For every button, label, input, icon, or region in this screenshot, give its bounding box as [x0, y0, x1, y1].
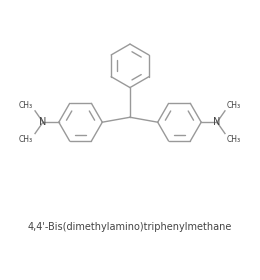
Text: CH₃: CH₃: [227, 134, 241, 144]
Text: N: N: [213, 117, 221, 127]
Text: CH₃: CH₃: [19, 101, 33, 110]
Text: N: N: [39, 117, 47, 127]
Text: 4,4'-Bis(dimethylamino)triphenylmethane: 4,4'-Bis(dimethylamino)triphenylmethane: [28, 222, 232, 232]
Text: CH₃: CH₃: [19, 134, 33, 144]
Text: CH₃: CH₃: [227, 101, 241, 110]
